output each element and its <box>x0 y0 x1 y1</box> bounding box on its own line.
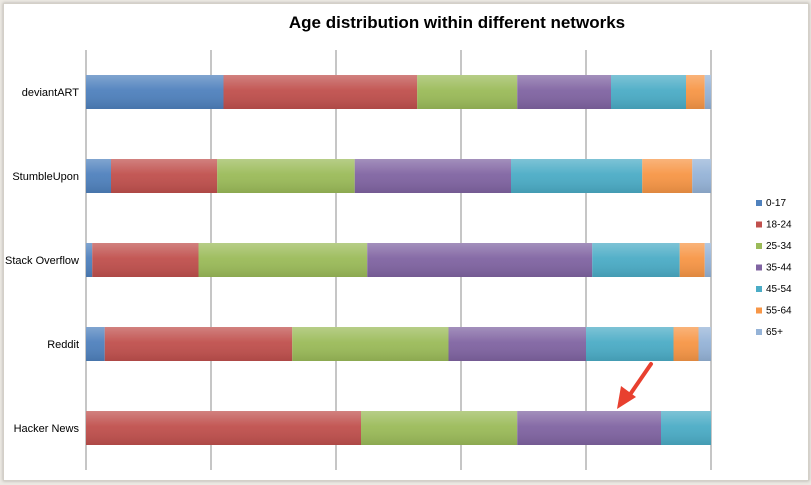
legend-label-45-54: 45-54 <box>766 284 792 295</box>
bar-shade <box>692 159 711 193</box>
bar-shade <box>511 159 643 193</box>
bar-shade <box>86 411 361 445</box>
annotation <box>617 362 653 409</box>
bar-shade <box>361 411 518 445</box>
category-label: StumbleUpon <box>12 171 79 183</box>
legend-label-25-34: 25-34 <box>766 241 792 252</box>
bar-shade <box>86 243 93 277</box>
bar-shade <box>92 243 199 277</box>
bar-shade <box>661 411 711 445</box>
bar-shade <box>223 75 418 109</box>
annotation-arrow-shaft <box>627 362 653 398</box>
bar-shade <box>704 75 711 109</box>
legend: 0-17 18-24 25-34 35-44 45-54 55-64 65+ <box>756 198 792 338</box>
bar-shade <box>611 75 686 109</box>
bar-shade <box>517 411 661 445</box>
bar-shade <box>679 243 705 277</box>
bar-shade <box>417 75 518 109</box>
chart: Age distribution within different networ… <box>5 13 792 470</box>
legend-swatch-55-64 <box>756 307 762 314</box>
legend-swatch-65 <box>756 329 762 335</box>
bar-shade <box>673 327 699 361</box>
annotation-arrow-head <box>617 386 636 409</box>
chart-frame: Age distribution within different networ… <box>3 3 809 481</box>
bar-shade <box>592 243 680 277</box>
bar-shade <box>354 159 511 193</box>
legend-swatch-25-34 <box>756 243 762 249</box>
bar-shade <box>448 327 586 361</box>
bar-shade <box>198 243 368 277</box>
legend-swatch-18-24 <box>756 221 762 228</box>
category-label: deviantART <box>22 87 80 99</box>
bar-shade <box>642 159 693 193</box>
bar-shade <box>217 159 355 193</box>
bar-shade <box>704 243 711 277</box>
bar-shade <box>111 159 218 193</box>
chart-title: Age distribution within different networ… <box>289 13 625 32</box>
bar-shade <box>686 75 705 109</box>
legend-swatch-45-54 <box>756 286 762 292</box>
legend-label-65: 65+ <box>766 327 783 338</box>
category-label: Stack Overflow <box>5 255 79 267</box>
bar-shade <box>86 159 111 193</box>
bar-shade <box>86 75 224 109</box>
legend-label-0-17: 0-17 <box>766 198 786 209</box>
legend-swatch-35-44 <box>756 264 762 271</box>
bar-shade <box>367 243 593 277</box>
bar-shade <box>517 75 611 109</box>
bar-shade <box>86 327 105 361</box>
bars <box>86 75 711 445</box>
category-label: Reddit <box>47 339 79 351</box>
category-labels: deviantART StumbleUpon Stack Overflow Reddi… <box>5 87 79 435</box>
legend-swatch-0-17 <box>756 200 762 206</box>
bar-shade <box>698 327 711 361</box>
legend-label-55-64: 55-64 <box>766 306 792 317</box>
bar-shade <box>586 327 674 361</box>
legend-label-18-24: 18-24 <box>766 220 792 231</box>
bar-shade <box>104 327 293 361</box>
bar-shade <box>292 327 449 361</box>
legend-label-35-44: 35-44 <box>766 263 792 274</box>
category-label: Hacker News <box>14 423 80 435</box>
